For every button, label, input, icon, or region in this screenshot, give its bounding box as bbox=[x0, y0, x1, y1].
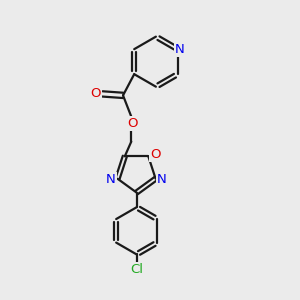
Text: N: N bbox=[175, 43, 185, 56]
Text: N: N bbox=[157, 173, 167, 186]
Text: O: O bbox=[150, 148, 161, 161]
Text: Cl: Cl bbox=[130, 263, 143, 276]
Text: N: N bbox=[106, 173, 116, 186]
Text: O: O bbox=[127, 117, 137, 130]
Text: O: O bbox=[91, 87, 101, 100]
